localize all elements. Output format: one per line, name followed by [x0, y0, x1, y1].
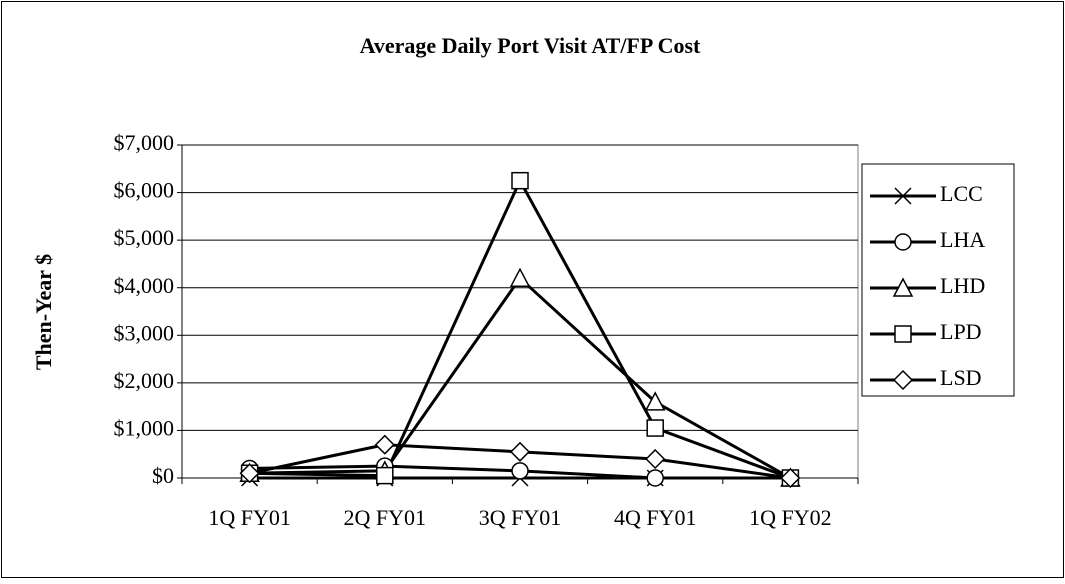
- legend-label: LSD: [940, 365, 982, 390]
- y-tick-label: $4,000: [114, 273, 175, 298]
- y-tick-label: $0: [152, 463, 174, 488]
- data-point: [646, 419, 664, 437]
- y-axis-label: Then-Year $: [31, 254, 56, 370]
- y-tick-label: $1,000: [114, 415, 175, 440]
- data-point: [780, 467, 801, 489]
- y-tick-label: $7,000: [114, 130, 175, 155]
- data-point: [374, 434, 395, 455]
- x-tick-label: 3Q FY01: [479, 505, 562, 530]
- legend-label: LPD: [940, 319, 982, 344]
- y-tick-label: $6,000: [114, 178, 175, 203]
- plot-area: [181, 144, 859, 479]
- legend-marker: [892, 369, 914, 391]
- y-tick-label: $5,000: [114, 225, 175, 250]
- x-tick-label: 2Q FY01: [344, 505, 427, 530]
- data-point: [509, 267, 531, 287]
- legend-label: LHD: [940, 273, 985, 298]
- data-point: [646, 469, 664, 487]
- data-point: [511, 462, 529, 480]
- y-tick-label: $3,000: [114, 320, 175, 345]
- legend-marker: [894, 325, 912, 343]
- data-point: [645, 448, 666, 470]
- legend-box: [861, 163, 1015, 397]
- data-point: [644, 391, 666, 411]
- x-tick-label: 4Q FY01: [614, 505, 697, 530]
- data-point: [376, 466, 394, 485]
- legend-label: LHA: [940, 227, 985, 252]
- data-point: [239, 463, 260, 484]
- data-point: [509, 441, 531, 462]
- x-tick-label: 1Q FY02: [749, 505, 832, 530]
- legend-marker: [894, 187, 912, 205]
- legend-marker: [894, 233, 912, 251]
- legend-label: LCC: [940, 181, 983, 206]
- legend-marker: [892, 277, 914, 297]
- x-tick-label: 1Q FY01: [208, 505, 291, 530]
- data-point: [511, 171, 529, 190]
- y-tick-label: $2,000: [114, 368, 175, 393]
- chart-title: Average Daily Port Visit AT/FP Cost: [360, 33, 701, 58]
